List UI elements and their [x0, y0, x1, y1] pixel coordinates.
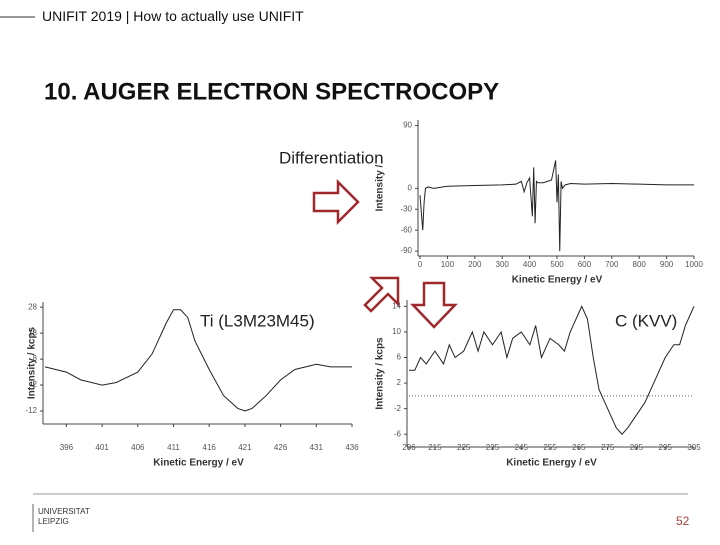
x-tick-label: 235 — [486, 443, 500, 452]
x-tick-label: 401 — [95, 443, 109, 452]
x-tick-label: 426 — [274, 443, 288, 452]
y-tick-label: -60 — [400, 225, 412, 234]
x-tick-label: 436 — [345, 443, 359, 452]
slide-title: 10. AUGER ELECTRON SPECTROCOPY — [44, 78, 499, 105]
y-axis-label: Intensity / kcps — [27, 326, 38, 399]
x-axis-label: Kinetic Energy / eV — [153, 458, 244, 469]
x-tick-label: 206 — [402, 443, 416, 452]
x-axis-label: Kinetic Energy / eV — [506, 458, 597, 469]
x-tick-label: 700 — [605, 260, 619, 269]
x-tick-label: 100 — [441, 260, 455, 269]
arrow-down — [410, 281, 458, 329]
y-tick-label: -90 — [400, 246, 412, 255]
spectrum — [44, 309, 352, 412]
x-tick-label: 396 — [60, 443, 74, 452]
header-subtitle: | How to actually use UNIFIT — [122, 8, 304, 24]
header: UNIFIT 2019 | How to actually use UNIFIT — [42, 8, 304, 24]
x-tick-label: 300 — [496, 260, 510, 269]
x-tick-label: 200 — [468, 260, 482, 269]
x-tick-label: 421 — [238, 443, 252, 452]
y-tick-label: -6 — [394, 429, 402, 438]
arrow-down-left — [363, 276, 400, 313]
y-axis-label: Intensity / — [375, 164, 386, 211]
y-tick-label: 18 — [28, 328, 37, 337]
x-tick-label: 500 — [550, 260, 564, 269]
x-tick-label: 265 — [572, 443, 586, 452]
y-tick-label: 28 — [28, 302, 37, 311]
logo-text: LEIPZIG — [38, 517, 69, 526]
arrow-right — [312, 178, 360, 226]
x-tick-label: 431 — [310, 443, 324, 452]
y-tick-label: 6 — [397, 353, 402, 362]
y-tick-label: 14 — [392, 302, 401, 311]
x-tick-label: 416 — [203, 443, 217, 452]
x-tick-label: 1000 — [685, 260, 703, 269]
x-tick-label: 255 — [543, 443, 557, 452]
x-tick-label: 245 — [515, 443, 529, 452]
y-tick-label: 2 — [397, 378, 402, 387]
x-tick-label: 900 — [660, 260, 674, 269]
y-axis-label: Intensity / kcps — [375, 337, 386, 410]
annotation: C (KVV) — [615, 311, 677, 330]
x-tick-label: 285 — [630, 443, 644, 452]
spectrum — [419, 160, 694, 252]
x-tick-label: 295 — [659, 443, 673, 452]
y-tick-label: 10 — [392, 327, 401, 336]
x-tick-label: 600 — [578, 260, 592, 269]
logo-text: UNIVERSITAT — [38, 507, 90, 516]
y-tick-label: -30 — [400, 204, 412, 213]
y-tick-label: 0 — [408, 183, 413, 192]
x-tick-label: 406 — [131, 443, 145, 452]
x-tick-label: 305 — [687, 443, 701, 452]
spectrum — [409, 305, 695, 435]
x-tick-label: 411 — [167, 443, 180, 452]
x-tick-label: 215 — [428, 443, 442, 452]
y-tick-label: 90 — [403, 121, 412, 130]
x-tick-label: 0 — [418, 260, 423, 269]
y-tick-label: -2 — [394, 404, 402, 413]
annotation: Differentiation — [279, 148, 384, 167]
x-tick-label: 225 — [457, 443, 471, 452]
y-tick-label: -2 — [30, 380, 38, 389]
header-brand: UNIFIT 2019 — [42, 8, 122, 24]
page-number: 52 — [676, 514, 690, 528]
y-tick-label: 8 — [33, 354, 38, 363]
x-tick-label: 400 — [523, 260, 537, 269]
x-tick-label: 800 — [633, 260, 647, 269]
x-axis-label: Kinetic Energy / eV — [512, 275, 603, 286]
y-tick-label: -12 — [25, 406, 37, 415]
annotation: Ti (L3M23M45) — [200, 311, 315, 330]
x-tick-label: 275 — [601, 443, 615, 452]
